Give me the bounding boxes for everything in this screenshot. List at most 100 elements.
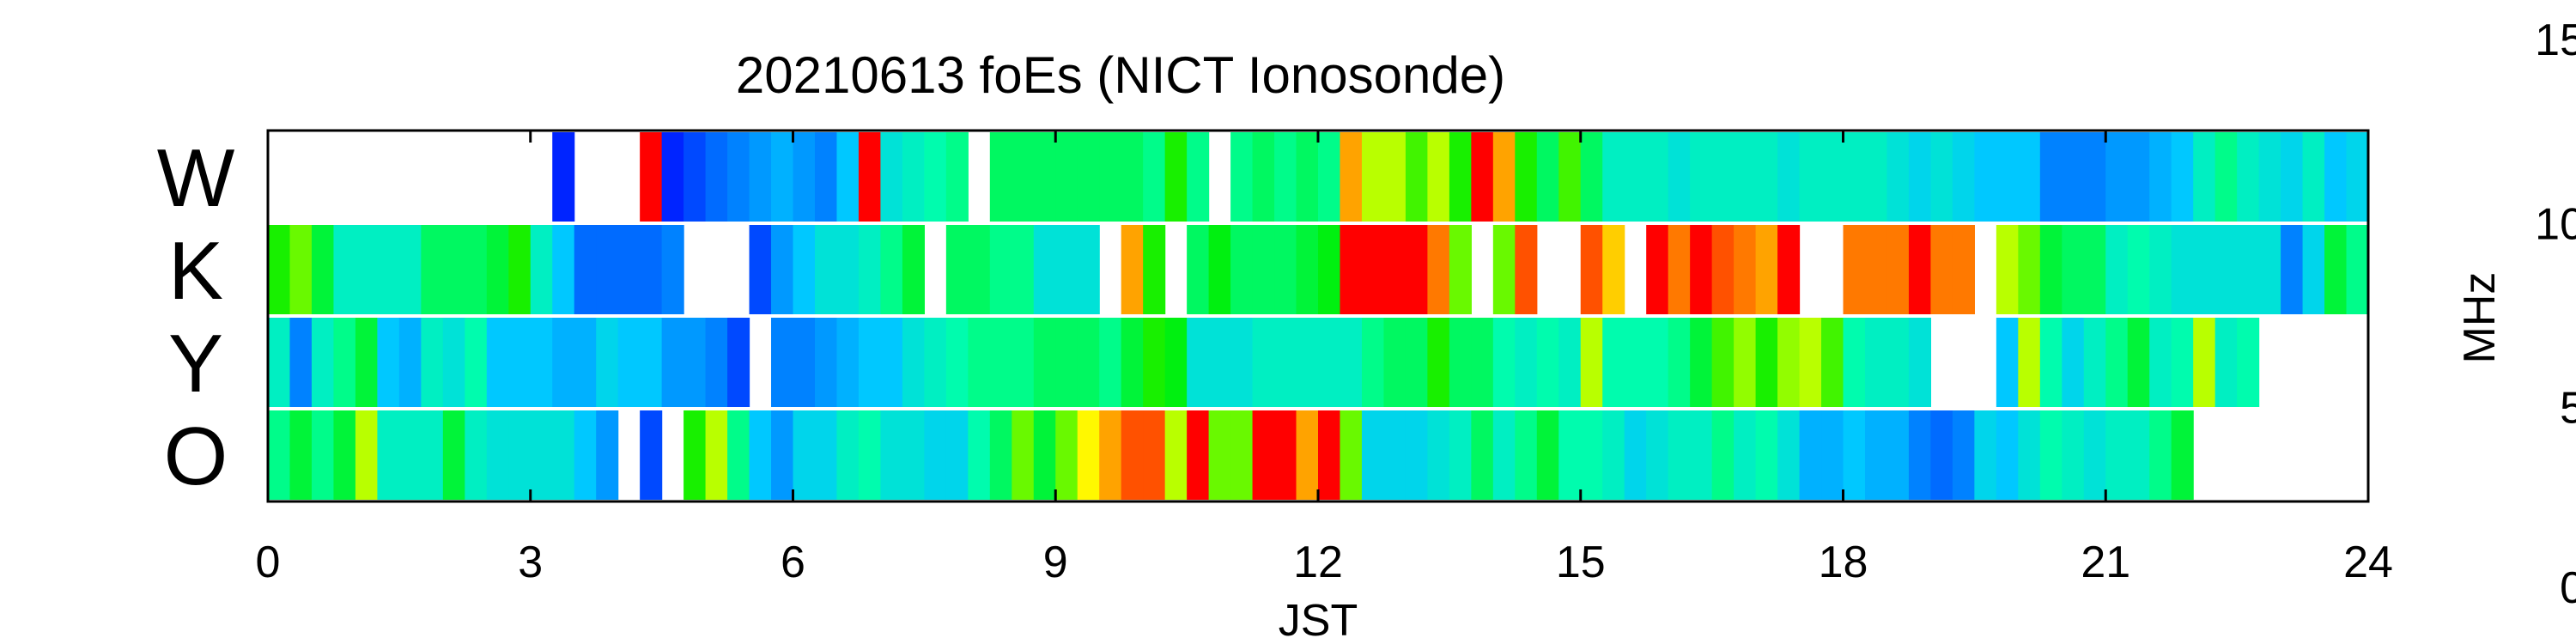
heatmap-cell bbox=[1952, 410, 1975, 500]
heatmap-cell bbox=[1515, 132, 1538, 222]
heatmap-cell bbox=[902, 225, 925, 314]
heatmap-cell bbox=[1558, 318, 1582, 407]
heatmap-cell bbox=[2281, 132, 2304, 222]
heatmap-cell bbox=[1908, 410, 1932, 500]
colorbar-tick-label: 15 bbox=[2535, 15, 2576, 65]
heatmap-cell bbox=[1361, 318, 1385, 407]
heatmap-cell bbox=[814, 410, 838, 500]
heatmap-cell bbox=[1734, 132, 1757, 222]
heatmap-cell bbox=[1164, 132, 1188, 222]
x-tick-label: 21 bbox=[2081, 538, 2130, 587]
heatmap-cell bbox=[2062, 410, 2085, 500]
heatmap-cell bbox=[530, 410, 553, 500]
heatmap-cell bbox=[880, 132, 903, 222]
heatmap-cell bbox=[640, 318, 663, 407]
heatmap-cell bbox=[1383, 225, 1406, 314]
heatmap-cell bbox=[1974, 132, 1997, 222]
heatmap-cell bbox=[508, 318, 532, 407]
heatmap-cell bbox=[1427, 225, 1450, 314]
heatmap-cell bbox=[2302, 132, 2325, 222]
heatmap-cell bbox=[1734, 410, 1757, 500]
heatmap-cell bbox=[1449, 318, 1472, 407]
heatmap-cell bbox=[1427, 132, 1450, 222]
heatmap-cell bbox=[1930, 225, 1953, 314]
heatmap-cell bbox=[2127, 132, 2150, 222]
heatmap-cell bbox=[1690, 410, 1713, 500]
heatmap-cell bbox=[1143, 225, 1166, 314]
colorbar-label: MHz bbox=[2455, 272, 2505, 364]
heatmap-cell bbox=[2039, 225, 2063, 314]
heatmap-cell bbox=[1755, 225, 1778, 314]
heatmap-cell bbox=[2062, 225, 2085, 314]
heatmap-cell bbox=[2171, 318, 2194, 407]
heatmap-cell bbox=[1143, 132, 1166, 222]
heatmap-cell bbox=[1864, 318, 1888, 407]
heatmap-cell bbox=[2018, 225, 2041, 314]
heatmap-cell bbox=[1952, 132, 1975, 222]
heatmap-cell bbox=[1252, 318, 1275, 407]
heatmap-cell bbox=[1624, 318, 1647, 407]
heatmap-cell bbox=[924, 410, 947, 500]
heatmap-cell bbox=[727, 410, 750, 500]
heatmap-cell bbox=[1274, 318, 1297, 407]
row-label: O bbox=[164, 410, 228, 502]
heatmap-cell bbox=[617, 225, 641, 314]
x-axis-label: JST bbox=[1279, 596, 1358, 644]
heatmap-cell bbox=[902, 132, 925, 222]
heatmap-cell bbox=[989, 318, 1012, 407]
heatmap-cell bbox=[771, 132, 794, 222]
heatmap-cell bbox=[793, 318, 816, 407]
heatmap-cell bbox=[1580, 132, 1603, 222]
heatmap-cell bbox=[1099, 410, 1122, 500]
heatmap-cell bbox=[311, 318, 335, 407]
heatmap-cell bbox=[1230, 225, 1254, 314]
heatmap-cell bbox=[793, 132, 816, 222]
chart-title: 20210613 foEs (NICT Ionosonde) bbox=[736, 46, 1505, 104]
heatmap-cell bbox=[377, 225, 400, 314]
heatmap-cell bbox=[1843, 225, 1866, 314]
heatmap-cell bbox=[1492, 225, 1516, 314]
heatmap-cell bbox=[1383, 132, 1406, 222]
heatmap-cell bbox=[1996, 225, 2019, 314]
heatmap-cell bbox=[311, 225, 335, 314]
heatmap-cell bbox=[1296, 318, 1319, 407]
colorbar-tick-label: 5 bbox=[2560, 384, 2576, 434]
heatmap-cell bbox=[661, 318, 684, 407]
heatmap-cell bbox=[1536, 410, 1559, 500]
heatmap-cell bbox=[1361, 132, 1385, 222]
x-tick-label: 9 bbox=[1043, 538, 1068, 587]
heatmap-cell bbox=[793, 225, 816, 314]
heatmap-cell bbox=[398, 318, 422, 407]
heatmap-cell bbox=[421, 225, 444, 314]
heatmap-cell bbox=[1711, 318, 1735, 407]
heatmap-cell bbox=[1252, 132, 1275, 222]
heatmap-cell bbox=[1274, 132, 1297, 222]
heatmap-cell bbox=[1164, 410, 1188, 500]
heatmap-cell bbox=[1799, 132, 1822, 222]
heatmap-cell bbox=[1843, 132, 1866, 222]
heatmap-cell bbox=[1252, 410, 1275, 500]
heatmap-cell bbox=[1274, 410, 1297, 500]
heatmap-cell bbox=[2149, 132, 2172, 222]
heatmap-cell bbox=[398, 410, 422, 500]
x-tick-label: 24 bbox=[2343, 538, 2393, 587]
heatmap-cell bbox=[1405, 318, 1428, 407]
heatmap-cell bbox=[705, 318, 728, 407]
heatmap-cell bbox=[1799, 318, 1822, 407]
heatmap-cell bbox=[1515, 410, 1538, 500]
heatmap-cell bbox=[1143, 410, 1166, 500]
heatmap-cell bbox=[2105, 318, 2129, 407]
heatmap-cell bbox=[2127, 410, 2150, 500]
heatmap-cell bbox=[968, 410, 991, 500]
heatmap-cell bbox=[530, 225, 553, 314]
heatmap-cell bbox=[1230, 410, 1254, 500]
heatmap-cell bbox=[1974, 410, 1997, 500]
heatmap-cell bbox=[836, 225, 860, 314]
heatmap-cell bbox=[442, 318, 465, 407]
heatmap-cell bbox=[1230, 132, 1254, 222]
heatmap-cell bbox=[530, 318, 553, 407]
heatmap-cell bbox=[1734, 318, 1757, 407]
heatmap-cell bbox=[2171, 225, 2194, 314]
